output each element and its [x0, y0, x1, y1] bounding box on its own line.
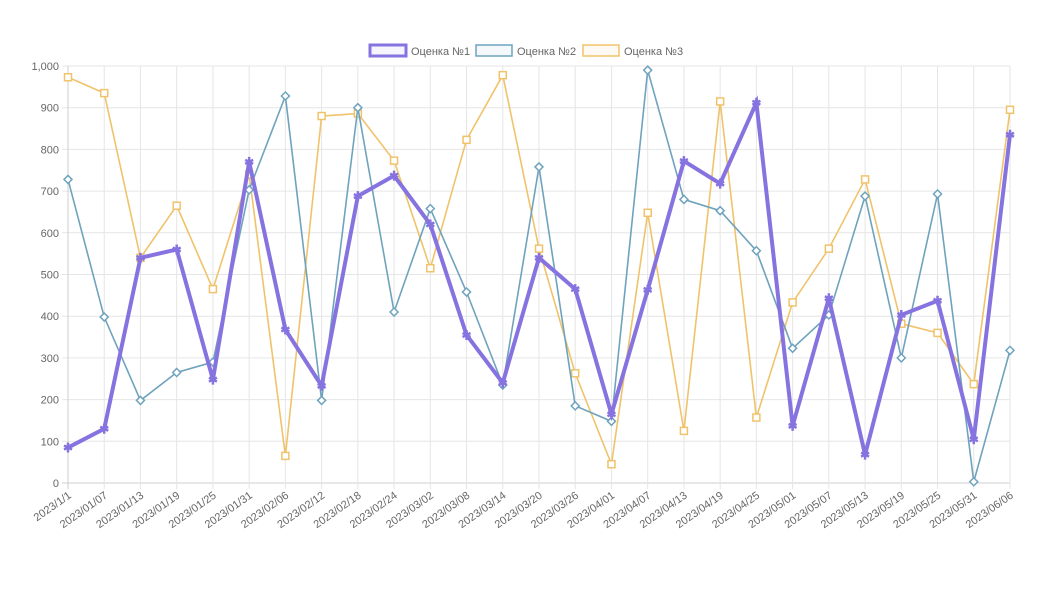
- data-point: [860, 449, 870, 460]
- data-point: [534, 252, 544, 263]
- data-point: [969, 434, 979, 445]
- y-tick-label: 700: [41, 186, 59, 198]
- data-point: [606, 409, 617, 420]
- data-point: [317, 111, 326, 121]
- data-point: [896, 352, 907, 363]
- data-point: [968, 476, 979, 487]
- data-point: [280, 90, 291, 102]
- grid: [62, 65, 1011, 489]
- data-point: [498, 70, 508, 80]
- data-point: [99, 311, 110, 323]
- y-tick-label: 1,000: [31, 61, 59, 73]
- data-point: [752, 413, 761, 422]
- data-point: [389, 170, 399, 181]
- legend-swatch: [368, 43, 408, 58]
- data-point: [715, 205, 726, 216]
- data-point: [135, 395, 146, 406]
- legend: Оценка №1 Оценка №2 Оценка №3: [368, 43, 683, 58]
- data-point: [353, 191, 363, 202]
- data-point: [352, 102, 363, 113]
- data-point: [678, 194, 689, 205]
- series-layer: [62, 65, 1016, 487]
- data-point: [788, 420, 798, 431]
- data-point: [135, 252, 146, 263]
- data-point: [461, 329, 472, 340]
- data-point: [860, 191, 871, 202]
- y-tick-label: 500: [41, 270, 59, 282]
- y-tick-label: 300: [41, 353, 59, 365]
- data-point: [498, 377, 508, 388]
- data-point: [99, 88, 109, 98]
- y-tick-label: 0: [53, 478, 59, 490]
- data-point: [171, 367, 182, 378]
- data-point: [788, 298, 797, 307]
- data-point: [715, 97, 725, 106]
- data-point: [715, 178, 725, 189]
- legend-item-2[interactable]: Оценка №2: [475, 44, 576, 58]
- legend-label: Оценка №1: [411, 46, 470, 58]
- data-point: [172, 244, 182, 255]
- data-point: [461, 286, 472, 298]
- data-point: [63, 73, 73, 82]
- y-tick-label: 100: [41, 436, 59, 448]
- data-point: [787, 343, 798, 354]
- data-point: [99, 423, 109, 434]
- data-point: [679, 156, 689, 167]
- data-point: [63, 442, 73, 453]
- data-point: [1004, 345, 1016, 356]
- data-point: [679, 426, 689, 436]
- data-point: [643, 208, 652, 218]
- y-tick-label: 400: [41, 311, 59, 323]
- legend-item-3[interactable]: Оценка №3: [582, 44, 683, 58]
- data-point: [425, 203, 436, 214]
- data-point: [751, 97, 761, 108]
- data-point: [389, 156, 399, 165]
- data-point: [570, 369, 580, 378]
- y-tick-label: 200: [41, 395, 59, 407]
- legend-item-1[interactable]: Оценка №1: [368, 43, 470, 58]
- data-point: [1005, 129, 1015, 140]
- data-point: [208, 284, 218, 294]
- data-point: [932, 188, 943, 200]
- data-point: [172, 201, 181, 210]
- y-tick-label: 600: [41, 228, 59, 240]
- series-1: [63, 95, 1015, 460]
- data-point: [969, 379, 979, 389]
- data-point: [426, 263, 435, 273]
- data-point: [1005, 105, 1015, 115]
- data-point: [570, 400, 581, 411]
- y-tick-label: 800: [41, 144, 59, 156]
- data-point: [824, 244, 834, 253]
- data-point: [642, 65, 653, 76]
- data-point: [534, 244, 544, 253]
- y-axis: 0 100 200 300 400 500 600 700 800 900 1,000: [31, 61, 59, 490]
- data-point: [316, 395, 327, 406]
- data-point: [317, 380, 327, 391]
- data-point: [281, 451, 290, 461]
- data-point: [533, 161, 545, 172]
- data-point: [860, 175, 870, 184]
- data-point: [643, 284, 653, 295]
- data-point: [896, 309, 906, 320]
- data-point: [425, 219, 435, 230]
- data-point: [208, 374, 218, 385]
- data-point: [244, 156, 254, 167]
- legend-label: Оценка №3: [624, 46, 683, 58]
- legend-swatch: [582, 44, 620, 57]
- data-point: [933, 328, 942, 338]
- y-tick-label: 900: [41, 103, 59, 115]
- data-point: [607, 459, 616, 469]
- x-axis: 2023/1/12023/01/072023/01/132023/01/1920…: [32, 490, 1016, 531]
- data-point: [462, 135, 471, 145]
- data-point: [62, 174, 74, 185]
- data-point: [570, 284, 580, 295]
- legend-swatch: [475, 44, 513, 57]
- legend-label: Оценка №2: [517, 46, 576, 58]
- data-point: [824, 293, 834, 304]
- data-point: [751, 245, 762, 256]
- data-point: [389, 306, 400, 318]
- data-point: [280, 324, 290, 335]
- data-point: [932, 295, 943, 306]
